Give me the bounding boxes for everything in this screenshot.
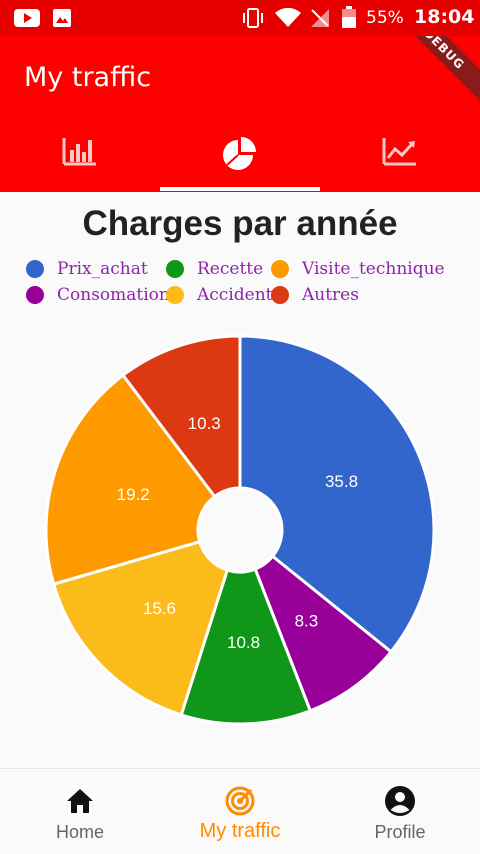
pie-slice-visite-technique[interactable] (44, 373, 217, 586)
pie-value-label: 10.3 (188, 414, 221, 433)
line-chart-icon (382, 138, 416, 166)
tab-line-chart[interactable] (320, 136, 480, 186)
battery-icon (342, 6, 356, 28)
legend-swatch (271, 286, 289, 304)
pie-chart: 35.8 8.3 10.8 15.6 19.2 10.3 (44, 334, 436, 726)
nav-my-traffic[interactable]: My traffic (160, 769, 320, 854)
pie-slice-autres[interactable] (120, 334, 242, 499)
legend-item: Recette (166, 258, 263, 280)
bottom-nav: Home My traffic Profile (0, 768, 480, 854)
pie-slice-consomation[interactable] (253, 554, 394, 713)
tab-bar-chart[interactable] (0, 136, 160, 186)
nav-profile-label: Profile (374, 822, 426, 842)
nav-my-traffic-label: My traffic (199, 820, 281, 842)
pie-value-label: 8.3 (295, 611, 319, 630)
page-title: My traffic (24, 62, 152, 93)
legend-label: Visite_technique (302, 259, 445, 279)
traffic-icon (225, 786, 255, 816)
pie-slice-recette[interactable] (179, 567, 313, 726)
nav-home[interactable]: Home (0, 769, 160, 854)
tab-pie-chart[interactable] (160, 136, 320, 186)
legend-item: Prix_achat (26, 258, 148, 280)
legend-label: Autres (302, 285, 359, 305)
battery-percent: 55% (366, 8, 404, 28)
pie-value-label: 15.6 (143, 599, 176, 618)
image-icon (53, 9, 71, 27)
legend-item: Consomation (26, 284, 170, 306)
tab-indicator (160, 187, 320, 191)
bar-chart-icon (62, 138, 96, 166)
clock: 18:04 (414, 6, 475, 28)
legend-label: Prix_achat (57, 259, 148, 279)
pie-slice-prix-achat[interactable] (238, 334, 436, 654)
pie-chart-icon (223, 137, 256, 170)
legend-label: Recette (197, 259, 264, 279)
app-bar: My traffic DEBUG (0, 36, 480, 192)
legend-swatch (166, 260, 184, 278)
home-icon (67, 789, 93, 813)
legend-swatch (271, 260, 289, 278)
youtube-icon (14, 9, 40, 27)
debug-banner: DEBUG (386, 36, 480, 107)
vibrate-icon (243, 8, 263, 28)
legend-label: Consomation (57, 285, 170, 305)
pie-value-label: 19.2 (117, 485, 150, 504)
legend-swatch (26, 260, 44, 278)
legend-item: Autres (271, 284, 359, 306)
legend-swatch (166, 286, 184, 304)
legend-item: Visite_technique (271, 258, 445, 280)
legend-item: Accident (166, 284, 272, 306)
status-bar: 55% 18:04 (0, 0, 480, 36)
legend-label: Accident (197, 285, 273, 305)
legend-swatch (26, 286, 44, 304)
nav-home-label: Home (55, 822, 104, 842)
pie-value-label: 35.8 (325, 472, 358, 491)
nav-profile[interactable]: Profile (320, 769, 480, 854)
pie-value-label: 10.8 (227, 633, 260, 652)
chart-title: Charges par année (82, 204, 398, 243)
wifi-icon (275, 8, 301, 27)
no-signal-icon (311, 9, 329, 27)
profile-icon (385, 786, 415, 816)
pie-slice-accident[interactable] (51, 539, 230, 717)
